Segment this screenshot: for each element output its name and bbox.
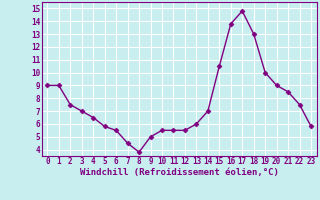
- X-axis label: Windchill (Refroidissement éolien,°C): Windchill (Refroidissement éolien,°C): [80, 168, 279, 177]
